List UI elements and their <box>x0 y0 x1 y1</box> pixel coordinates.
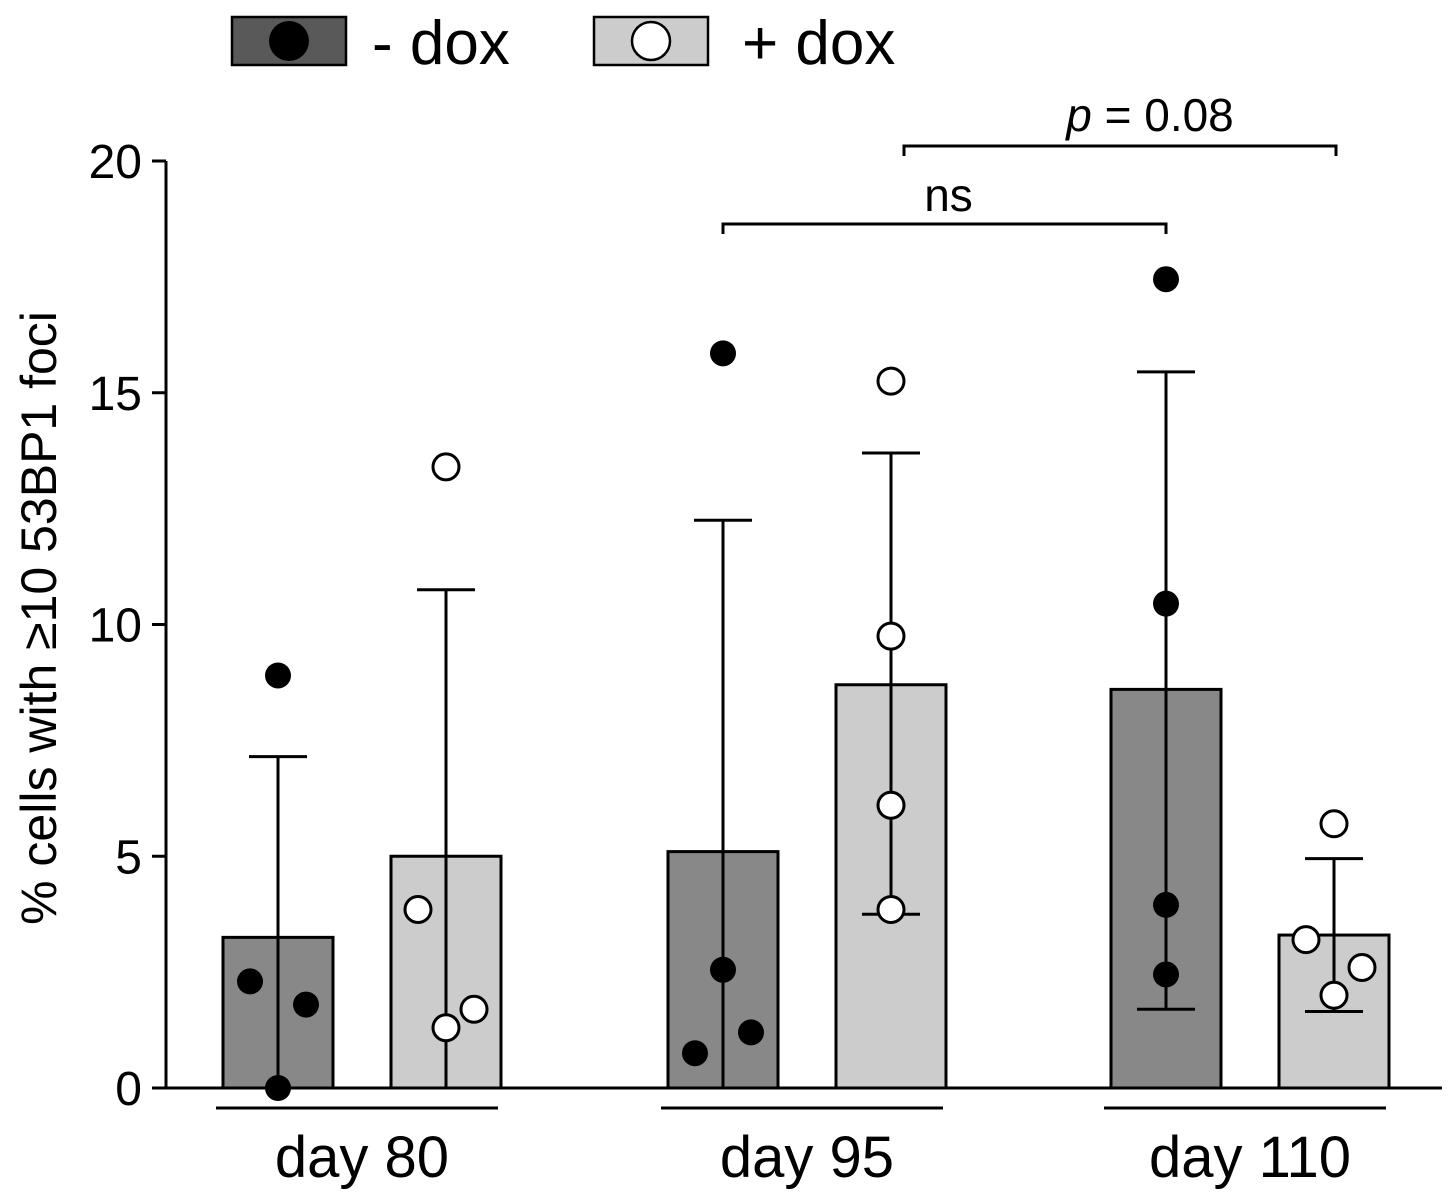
legend-label-plus-dox: + dox <box>742 9 895 78</box>
y-tick-label-0: 0 <box>115 1063 142 1116</box>
data-point-plus-dox-day-80-1 <box>431 452 461 482</box>
y-axis-title: % cells with ≥10 53BP1 foci <box>11 311 67 925</box>
error-bars <box>249 370 1363 1088</box>
data-point-plus-dox-day-95-3 <box>876 790 906 820</box>
data-point-minus-dox-day-80-2 <box>237 968 263 995</box>
data-point-minus-dox-day-95-4 <box>682 1040 708 1067</box>
data-point-plus-dox-day-95-1 <box>876 366 906 396</box>
data-point-minus-dox-day-80-4 <box>265 1075 291 1101</box>
data-point-minus-dox-day-95-2 <box>710 956 736 983</box>
category-labels: day 80 day 95 day 110 <box>216 1106 1386 1190</box>
y-tick-label-10: 10 <box>89 600 142 653</box>
category-label-day-95: day 95 <box>720 1125 894 1190</box>
bracket-ns <box>721 222 1168 234</box>
data-point-plus-dox-day-80-3 <box>459 994 489 1024</box>
y-tick-label-20: 20 <box>89 136 142 189</box>
annotation-ns: ns <box>924 169 973 221</box>
data-point-plus-dox-day-110-3 <box>1347 952 1377 982</box>
category-label-day-80: day 80 <box>275 1125 449 1190</box>
legend-marker-plus-dox <box>630 20 672 62</box>
legend-marker-minus-dox <box>269 21 309 61</box>
data-points <box>237 266 1377 1101</box>
significance-annotations: ns p = 0.08 <box>721 89 1338 234</box>
annotation-p-number: = 0.08 <box>1092 89 1234 141</box>
data-point-minus-dox-day-95-1 <box>710 340 736 367</box>
data-point-minus-dox-day-80-3 <box>293 991 319 1018</box>
data-point-plus-dox-day-95-4 <box>876 895 906 925</box>
data-point-minus-dox-day-110-4 <box>1153 961 1179 988</box>
data-point-minus-dox-day-95-3 <box>738 1019 764 1046</box>
data-point-minus-dox-day-110-3 <box>1153 891 1179 918</box>
data-point-plus-dox-day-110-1 <box>1319 809 1349 839</box>
annotation-p-symbol: p <box>1064 89 1092 141</box>
data-point-plus-dox-day-110-2 <box>1291 925 1321 955</box>
bracket-p-value <box>902 144 1338 156</box>
data-point-minus-dox-day-110-1 <box>1153 266 1179 293</box>
data-point-minus-dox-day-80-1 <box>265 662 291 689</box>
data-point-minus-dox-day-110-2 <box>1153 590 1179 617</box>
data-point-plus-dox-day-80-4 <box>431 1013 461 1043</box>
legend-label-minus-dox: - dox <box>372 9 510 78</box>
data-point-plus-dox-day-80-2 <box>403 895 433 925</box>
legend: - dox + dox <box>230 9 895 78</box>
data-point-plus-dox-day-110-4 <box>1319 980 1349 1010</box>
data-point-plus-dox-day-95-2 <box>876 621 906 651</box>
y-tick-label-15: 15 <box>89 368 142 421</box>
y-ticks: 0 5 10 15 20 <box>89 136 166 1116</box>
category-label-day-110: day 110 <box>1149 1125 1351 1190</box>
y-tick-label-5: 5 <box>115 831 142 884</box>
annotation-p-value: p = 0.08 <box>1064 89 1234 141</box>
bars <box>221 683 1391 1090</box>
